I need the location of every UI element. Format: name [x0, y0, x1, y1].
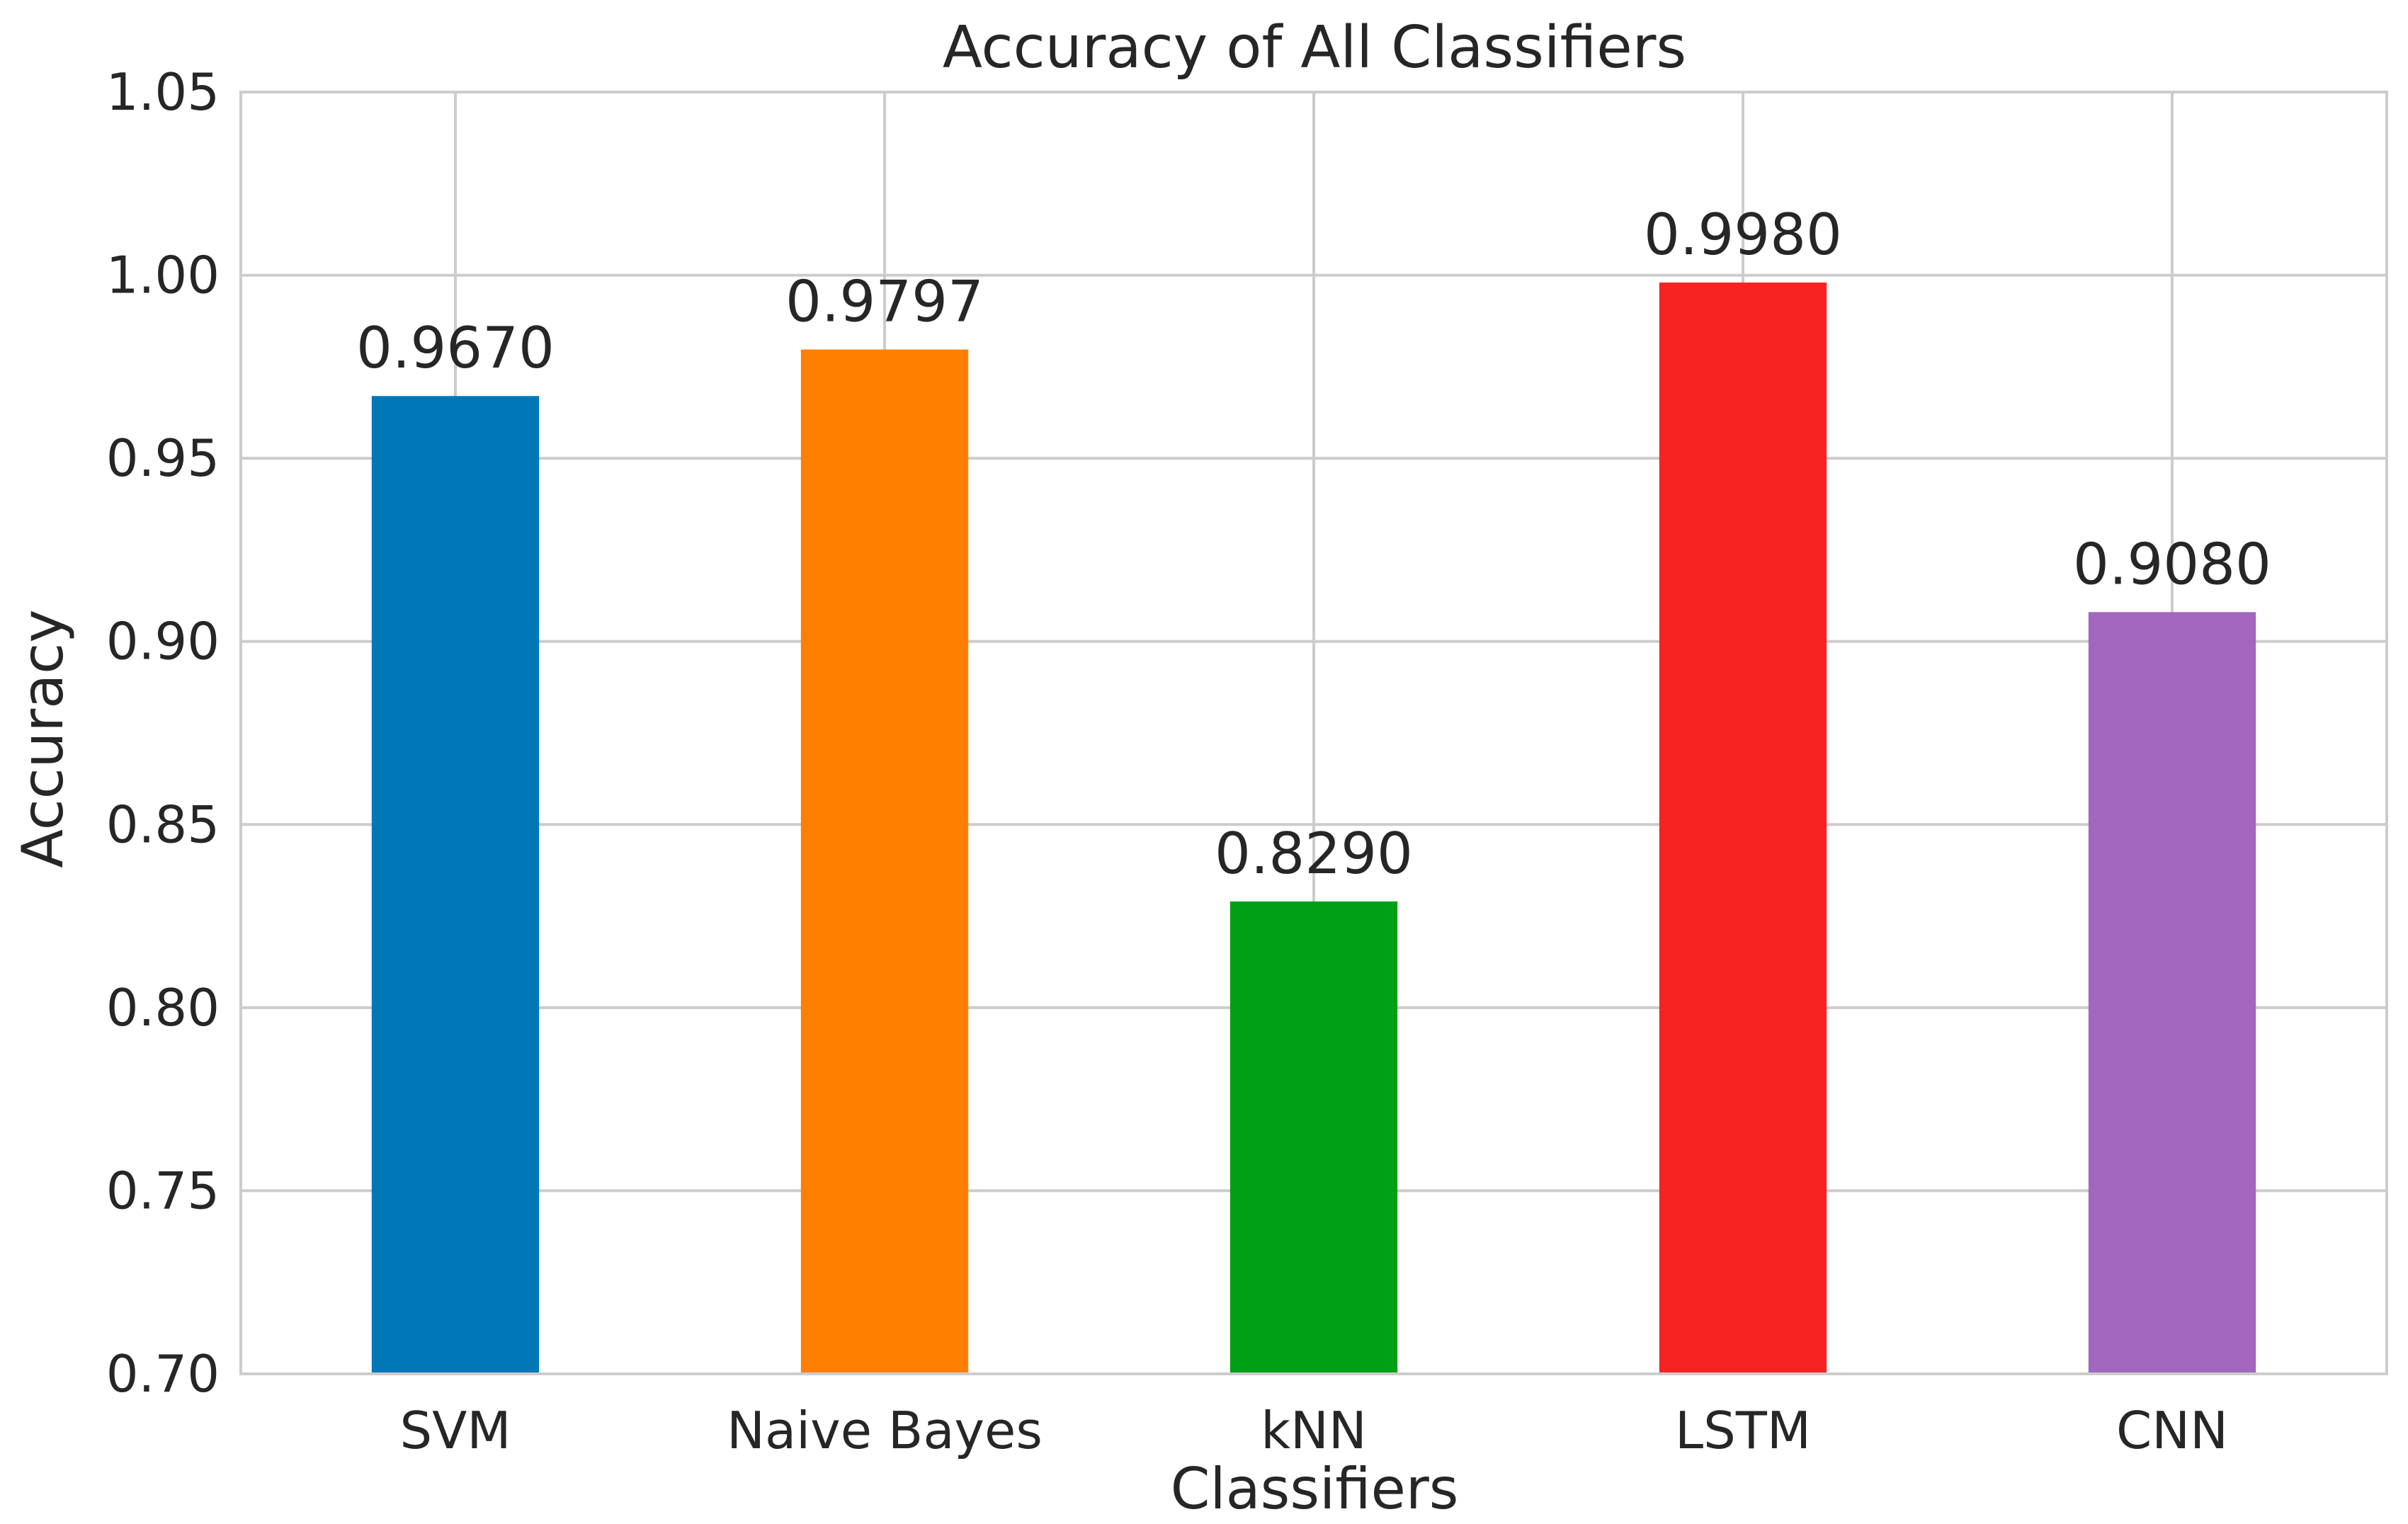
y-tick-label: 1.00 — [106, 246, 220, 305]
data-label: 0.8290 — [1215, 821, 1413, 887]
y-tick-label: 0.70 — [106, 1344, 220, 1404]
x-tick-labels: SVM Naive Bayes kNN LSTM CNN — [399, 1401, 2228, 1460]
data-labels: 0.9670 0.9797 0.8290 0.9980 0.9080 — [356, 202, 2271, 887]
y-tick-label: 0.75 — [106, 1161, 220, 1220]
bar-cnn — [2088, 612, 2256, 1375]
x-tick-label: CNN — [2116, 1401, 2228, 1460]
y-tick-labels: 0.70 0.75 0.80 0.85 0.90 0.95 1.00 1.05 — [106, 62, 220, 1404]
x-axis-label: Classifiers — [1171, 1456, 1459, 1522]
data-label: 0.9797 — [785, 269, 984, 335]
x-tick-label: LSTM — [1675, 1401, 1811, 1460]
y-tick-label: 0.85 — [106, 795, 220, 854]
chart-title: Accuracy of All Classifiers — [943, 14, 1686, 81]
y-tick-label: 0.90 — [106, 612, 220, 671]
data-label: 0.9980 — [1644, 202, 1842, 268]
y-tick-label: 0.80 — [106, 978, 220, 1037]
plot-frame — [239, 91, 2388, 1375]
x-tick-label: Naive Bayes — [727, 1401, 1043, 1460]
bar-naive-bayes — [800, 349, 969, 1375]
y-tick-label: 1.05 — [106, 62, 220, 122]
x-tick-label: SVM — [399, 1401, 511, 1460]
bar-lstm — [1659, 282, 1827, 1374]
bars — [371, 282, 2256, 1375]
bar-svm — [371, 396, 540, 1375]
data-label: 0.9080 — [2073, 531, 2271, 597]
bar-knn — [1229, 901, 1398, 1374]
data-label: 0.9670 — [356, 315, 555, 381]
y-tick-label: 0.95 — [106, 428, 220, 488]
y-axis-label: Accuracy — [10, 609, 76, 868]
x-tick-label: kNN — [1261, 1401, 1366, 1460]
